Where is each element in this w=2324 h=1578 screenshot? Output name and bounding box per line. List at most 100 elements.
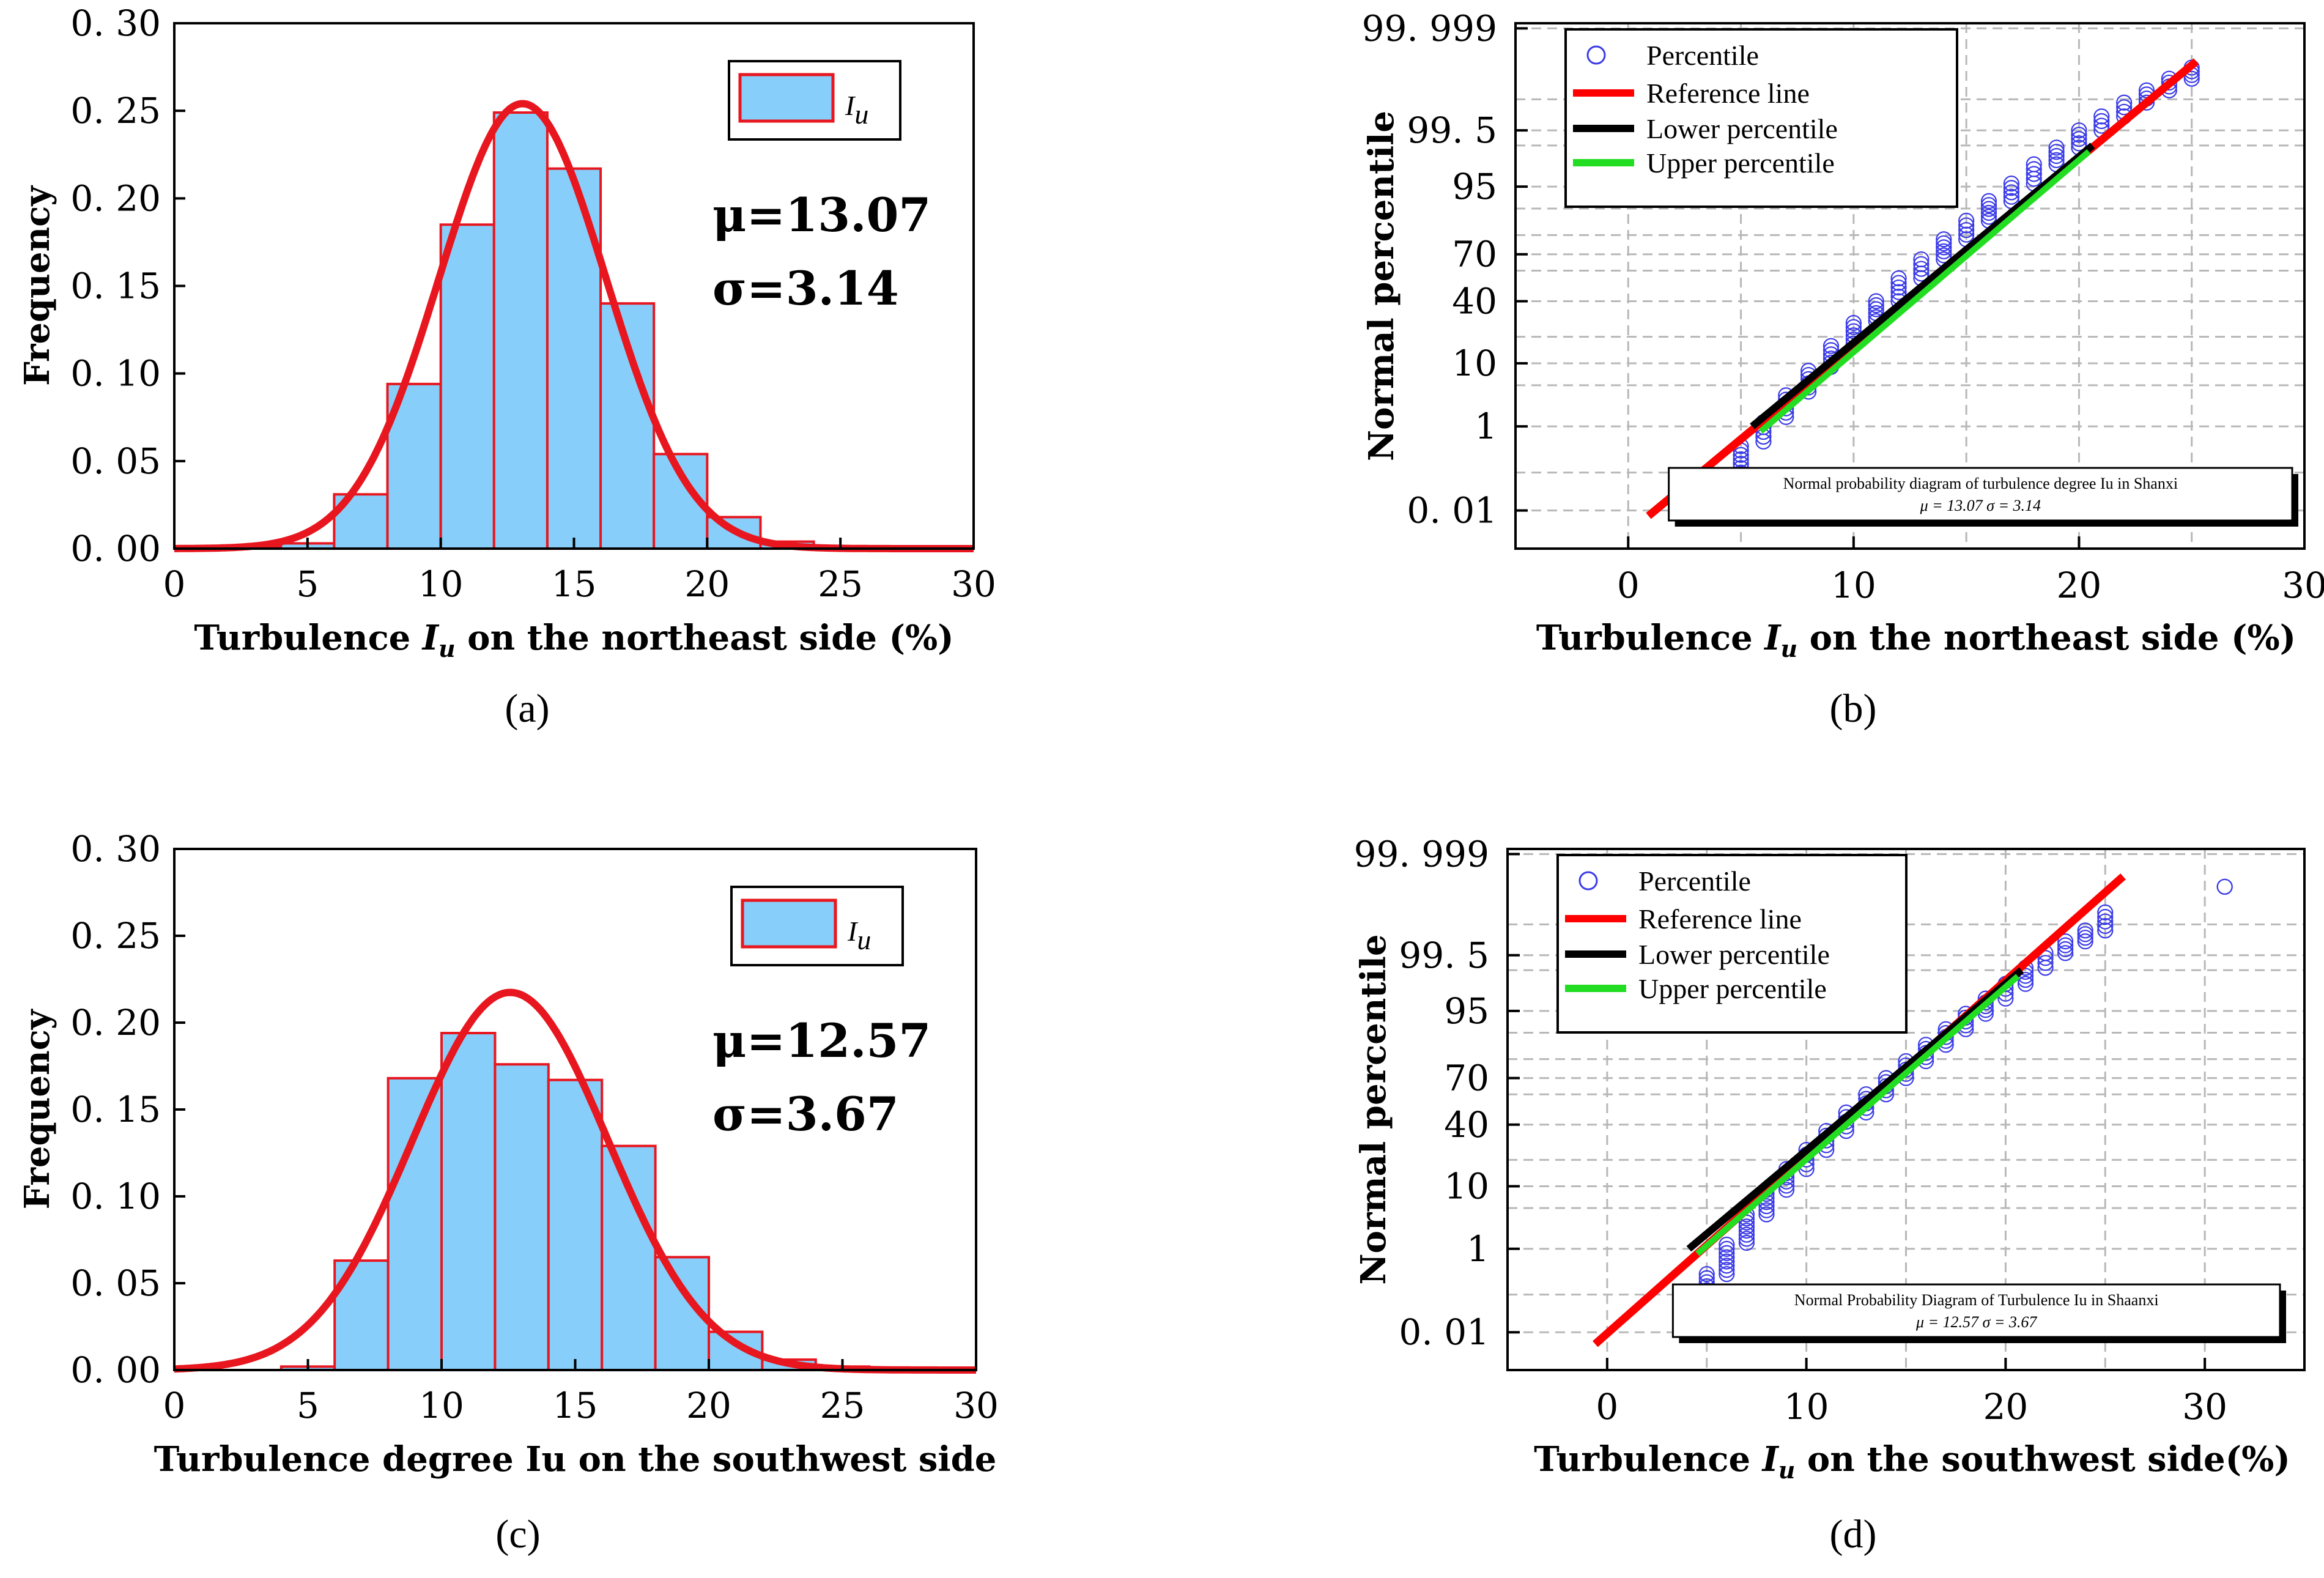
percentile-point (1913, 256, 1930, 272)
percentile-point (2077, 933, 2093, 950)
percentile-point (2183, 70, 2200, 87)
caption-box (1671, 1283, 2281, 1338)
percentile-point (2097, 913, 2114, 930)
legend-label: Lower percentile (1646, 113, 1838, 144)
percentile-point (1758, 1198, 1775, 1215)
caption-line-1: Normal Probability Diagram of Turbulence… (1794, 1291, 2159, 1309)
percentile-point (1936, 231, 1952, 248)
y-tick-label: 40 (1452, 281, 1497, 322)
percentile-point (1758, 1206, 1775, 1223)
percentile-point (1738, 1226, 1755, 1243)
percentile-point (2026, 156, 2042, 172)
caption-box (1668, 467, 2293, 522)
y-tick-label: 70 (1444, 1058, 1489, 1099)
percentile-point (1719, 1253, 1735, 1270)
histogram-panel-c: 0 5 10 15 20 25 30 0. 00 0. 05 0. 10 0. 15 0. 20 0. … (17, 828, 999, 1557)
percentile-point (1936, 235, 1952, 251)
sigma-annotation: σ=3.67 (712, 1087, 899, 1141)
legend-label: Iu (847, 916, 871, 955)
x-tick-label: 25 (818, 563, 863, 605)
percentile-point (1778, 1182, 1795, 1198)
percentile-point (2216, 878, 2233, 895)
x-tick-label: 0 (1617, 565, 1640, 606)
caption-line-2: μ = 12.57 σ = 3.67 (1915, 1313, 2037, 1331)
mu-annotation: μ=12.57 (712, 1013, 931, 1068)
percentile-point (1868, 293, 1884, 309)
x-axis-title: Turbulence degree Iu on the southwest si… (154, 1439, 997, 1480)
x-tick-label: 30 (953, 1385, 999, 1426)
percentile-point (1719, 1265, 1735, 1283)
plot-frame (1514, 22, 2306, 550)
percentile-point (1936, 243, 1952, 260)
x-tick-label: 25 (820, 1385, 865, 1426)
percentile-point (2093, 117, 2110, 134)
upper-percentile-line (1695, 974, 2020, 1256)
y-tick-label: 99. 999 (1354, 833, 1489, 875)
percentile-point (2048, 147, 2065, 165)
percentile-point (1719, 1240, 1735, 1257)
percentile-point (2077, 930, 2093, 946)
percentile-point (2048, 152, 2065, 168)
legend-label: Percentile (1638, 865, 1751, 897)
probability-plot-panel-d: 0 10 20 30 0. 01 1 10 40 70 95 99. 5 99. 999 Normal … (1353, 833, 2306, 1557)
histogram-bar (440, 1032, 497, 1372)
percentile-point (2003, 176, 2019, 192)
legend-label: Lower percentile (1638, 939, 1830, 970)
x-tick-label: 0 (1596, 1386, 1618, 1428)
y-tick-label: 0. 30 (70, 2, 161, 44)
y-tick-label: 0. 10 (70, 1176, 161, 1217)
legend-label: Upper percentile (1638, 973, 1827, 1004)
y-tick-label: 10 (1444, 1165, 1489, 1207)
x-axis-title: Turbulence Iu on the southwest side(%) (1534, 1439, 2290, 1484)
x-tick-label: 5 (296, 563, 319, 605)
y-tick-label: 99. 5 (1407, 109, 1497, 151)
legend-swatch (738, 73, 835, 123)
y-tick-label: 0. 00 (70, 528, 161, 569)
percentile-point (1719, 1245, 1735, 1261)
lower-percentile-line (1686, 967, 2024, 1252)
percentile-point (2003, 184, 2019, 201)
percentile-point (2071, 122, 2087, 139)
percentile-point (1733, 446, 1749, 463)
percentile-point (2097, 909, 2114, 925)
mu-annotation: μ=13.07 (712, 188, 931, 242)
lower-percentile-line (1750, 143, 2095, 429)
y-tick-label: 0. 15 (70, 1089, 161, 1130)
percentile-point (1719, 1236, 1735, 1253)
percentile-point (1868, 297, 1884, 314)
x-tick-label: 15 (552, 563, 597, 605)
plot-frame (1506, 848, 2306, 1371)
x-tick-label: 10 (418, 563, 464, 605)
percentile-point (1980, 204, 1997, 221)
histogram-panel-a: 0 5 10 15 20 25 30 0. 00 0. 05 0. 10 0. 15 0. 20 0. … (17, 2, 996, 731)
y-tick-label: 40 (1444, 1104, 1489, 1146)
panel-label: (d) (1830, 1512, 1877, 1557)
y-tick-label: 70 (1452, 234, 1497, 275)
y-axis-title: Normal percentile (1353, 934, 1394, 1284)
y-tick-label: 95 (1452, 166, 1497, 207)
percentile-point (1980, 193, 1997, 209)
x-tick-label: 10 (419, 1385, 464, 1426)
percentile-point (2003, 180, 2019, 196)
x-tick-label: 10 (1784, 1386, 1829, 1428)
x-tick-label: 20 (1983, 1386, 2028, 1428)
percentile-point (2097, 917, 2114, 935)
percentile-point (2026, 166, 2042, 182)
y-tick-label: 0. 15 (70, 265, 161, 307)
x-tick-label: 0 (163, 1385, 186, 1426)
probability-plot-panel-b: 0 10 20 30 0. 01 1 10 40 70 95 99. 5 99. 999 Normal … (1361, 7, 2324, 731)
legend-label: Reference line (1646, 78, 1810, 109)
y-tick-label: 10 (1452, 343, 1497, 384)
y-tick-label: 0. 30 (70, 828, 161, 870)
percentile-point (2071, 127, 2087, 143)
percentile-point (2097, 922, 2114, 939)
y-axis-title: Frequency (17, 185, 57, 386)
percentile-point (1823, 338, 1840, 354)
percentile-point (2017, 976, 2034, 992)
panel-label: (c) (495, 1512, 540, 1557)
percentile-point (1845, 319, 1862, 335)
percentile-point (2037, 955, 2054, 971)
percentile-point (2071, 131, 2087, 147)
percentile-point (1738, 1218, 1755, 1235)
